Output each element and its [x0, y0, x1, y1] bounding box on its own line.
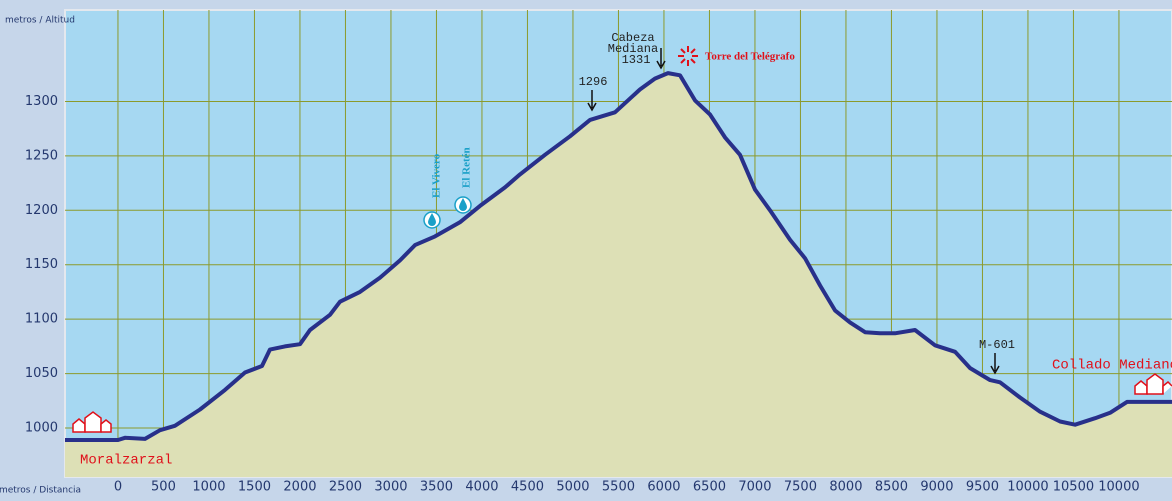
- spring-icon: [423, 196, 472, 229]
- end-label: Collado Mediano: [1052, 358, 1172, 374]
- y-tick-label: 1000: [25, 421, 58, 436]
- x-tick-label: 9500: [966, 480, 999, 495]
- start-label: Moralzarzal: [80, 453, 172, 469]
- spring-label: El Retén: [461, 147, 473, 188]
- x-tick-label: 8500: [875, 480, 908, 495]
- x-axis-label: metros / Distancia: [0, 486, 81, 496]
- tower-label: Torre del Telégrafo: [705, 51, 795, 63]
- x-tick-label: 5500: [602, 480, 635, 495]
- peak-label: Mediana: [608, 42, 658, 56]
- y-tick-label: 1050: [25, 366, 58, 381]
- y-tick-label: 1200: [25, 203, 58, 218]
- peak-label: 1331: [622, 53, 651, 67]
- x-tick-label: 7000: [738, 480, 771, 495]
- x-tick-label: 2500: [329, 480, 362, 495]
- x-tick-label: 10500: [1053, 480, 1094, 495]
- x-tick-label: 8000: [829, 480, 862, 495]
- y-axis-label: metros / Altitud: [5, 16, 75, 26]
- x-tick-label: 1000: [192, 480, 225, 495]
- y-tick-label: 1250: [25, 148, 58, 163]
- x-tick-label: 500: [151, 480, 176, 495]
- profile: [65, 71, 1172, 477]
- annotations: Cabeza Mediana 1331 1296 M-601 Torre del…: [72, 31, 1172, 469]
- area-fill: [65, 73, 1172, 477]
- road-label: M-601: [979, 338, 1015, 352]
- profile-line: [65, 71, 1172, 442]
- y-tick-label: 1150: [25, 257, 58, 272]
- tower-icon: [678, 46, 698, 66]
- x-tick-label: 9000: [920, 480, 953, 495]
- arrow: [656, 48, 666, 70]
- x-tick-label: 6500: [693, 480, 726, 495]
- spring-label: El Vivero: [431, 153, 443, 198]
- x-tick-label: 3000: [374, 480, 407, 495]
- x-tick-label: 0: [114, 480, 122, 495]
- x-tick-label: 3500: [420, 480, 453, 495]
- x-tick-label: 1500: [238, 480, 271, 495]
- arrow: [990, 353, 1000, 375]
- y-tick-label: 1100: [25, 312, 58, 327]
- x-tick-label: 10000: [1098, 480, 1139, 495]
- town-icon: [72, 373, 1172, 433]
- point-label: 1296: [579, 75, 608, 89]
- x-tick-label: 4000: [465, 480, 498, 495]
- peak-label: Cabeza: [611, 31, 654, 45]
- x-tick-label: 4500: [511, 480, 544, 495]
- x-tick-label: 6000: [647, 480, 680, 495]
- x-tick-label: 7500: [784, 480, 817, 495]
- x-tick-label: 10000: [1007, 480, 1048, 495]
- x-tick-label: 5000: [556, 480, 589, 495]
- y-tick-label: 1300: [25, 94, 58, 109]
- x-tick-label: 2000: [283, 480, 316, 495]
- arrow: [587, 90, 597, 112]
